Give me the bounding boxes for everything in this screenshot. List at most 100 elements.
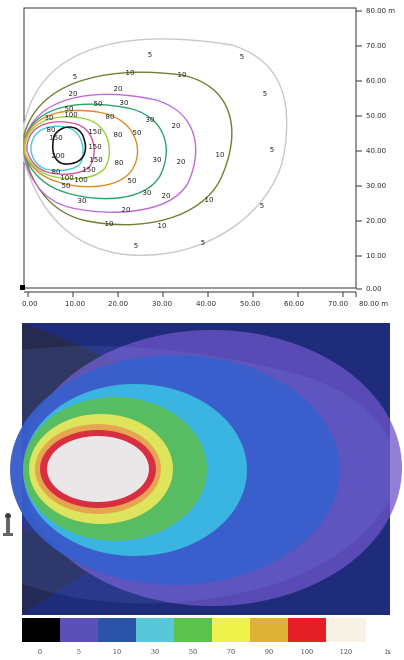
- contour-label-80-b: 80: [106, 113, 115, 121]
- x-tick-60: 60.00: [284, 300, 304, 308]
- light-fixture-icon: [3, 513, 13, 536]
- contour-100-curve: [26, 121, 95, 175]
- x-axis-ticks: [27, 292, 357, 297]
- legend-swatch-90: [250, 618, 288, 642]
- legend-label-0: 0: [38, 648, 42, 656]
- contour-label-50-b: 50: [94, 100, 103, 108]
- contour-label-80-c: 80: [114, 131, 123, 139]
- contour-label-5-c: 5: [240, 53, 244, 61]
- contour-label-5-e: 5: [270, 146, 274, 154]
- contour-label-20-d: 20: [177, 158, 186, 166]
- contour-label-80-e: 80: [52, 168, 61, 176]
- top-contour-plot: 80.00 m 70.00 60.00 50.00 40.00 30.00 20…: [20, 7, 395, 308]
- contour-label-50-e: 50: [62, 182, 71, 190]
- contour-label-5-h: 5: [134, 242, 138, 250]
- x-tick-80: 80.00 m: [359, 300, 388, 308]
- contour-label-10-f: 10: [158, 222, 167, 230]
- legend-label-120: 120: [340, 648, 352, 656]
- heatmap-dark-left-bottom: [22, 528, 126, 615]
- y-tick-70: 70.00: [366, 42, 386, 50]
- contour-label-20-f: 20: [122, 206, 131, 214]
- y-tick-0: 0.00: [366, 285, 382, 293]
- legend-label-50: 50: [189, 648, 197, 656]
- y-tick-20: 20.00: [366, 217, 386, 225]
- contour-label-80-a: 80: [47, 126, 56, 134]
- contour-label-100-c: 100: [60, 174, 73, 182]
- contour-5-curve: [23, 38, 288, 256]
- legend-swatch-100: [288, 618, 326, 642]
- legend-label-100: 100: [301, 648, 313, 656]
- contour-label-20-e: 20: [162, 192, 171, 200]
- contour-10-curve: [23, 71, 233, 226]
- contour-label-30-b: 30: [120, 99, 129, 107]
- legend-unit-label: lx: [385, 648, 391, 656]
- y-tick-10: 10.00: [366, 252, 386, 260]
- y-tick-30: 30.00: [366, 182, 386, 190]
- x-tick-40: 40.00: [196, 300, 216, 308]
- contour-label-200: 200: [51, 152, 64, 160]
- heatmap-light-blue-wash: [22, 345, 390, 604]
- legend-label-90: 90: [265, 648, 273, 656]
- x-tick-10: 10.00: [65, 300, 85, 308]
- contour-label-10-e: 10: [105, 220, 114, 228]
- contour-30-curve: [23, 103, 167, 200]
- contour-label-20-a: 20: [69, 90, 78, 98]
- contour-label-150-c: 150: [88, 143, 101, 151]
- contour-label-30-c: 30: [146, 116, 155, 124]
- legend-label-10: 10: [113, 648, 121, 656]
- contour-label-150-b: 150: [88, 128, 101, 136]
- contour-80-curve: [24, 116, 111, 180]
- contour-label-50-a: 50: [65, 105, 74, 113]
- contour-label-150-d: 150: [89, 156, 102, 164]
- legend-swatch-50: [174, 618, 212, 642]
- contour-label-50-c: 50: [133, 129, 142, 137]
- contour-label-10-d: 10: [205, 196, 214, 204]
- plot-area: [23, 7, 357, 289]
- contour-label-10-c: 10: [216, 151, 225, 159]
- y-axis-ticks: [356, 10, 362, 290]
- contour-label-150-e: 150: [82, 166, 95, 174]
- x-tick-20: 20.00: [108, 300, 128, 308]
- y-tick-60: 60.00: [366, 77, 386, 85]
- contour-label-100-b: 100: [74, 176, 87, 184]
- contour-200-curve: [52, 126, 87, 165]
- legend-swatch-5: [60, 618, 98, 642]
- contour-label-5-g: 5: [201, 239, 205, 247]
- x-tick-30: 30.00: [152, 300, 172, 308]
- contour-label-30-e: 30: [143, 189, 152, 197]
- contour-label-30-d: 30: [153, 156, 162, 164]
- contour-label-30-f: 30: [78, 197, 87, 205]
- legend-label-5: 5: [77, 648, 81, 656]
- x-tick-70: 70.00: [328, 300, 348, 308]
- contour-label-5-f: 5: [260, 202, 264, 210]
- legend-swatch-10: [98, 618, 136, 642]
- contour-label-10-b: 10: [178, 71, 187, 79]
- contour-label-20-c: 20: [172, 122, 181, 130]
- contour-150-curve: [30, 125, 84, 172]
- illuminance-heatmap: [10, 323, 402, 615]
- x-tick-50: 50.00: [240, 300, 260, 308]
- origin-marker: [20, 285, 25, 290]
- legend-label-30: 30: [151, 648, 159, 656]
- legend-swatch-120: [326, 618, 366, 642]
- contour-20-curve: [23, 93, 197, 213]
- x-tick-0: 0.00: [22, 300, 38, 308]
- contour-label-20-b: 20: [114, 85, 123, 93]
- contour-label-50-d: 50: [128, 177, 137, 185]
- legend-swatch-30: [136, 618, 174, 642]
- contour-label-30-a: 30: [45, 114, 54, 122]
- contour-label-100-a: 100: [64, 111, 77, 119]
- heatmap-white-core: [47, 436, 149, 502]
- contour-50-curve: [23, 109, 139, 188]
- y-tick-80: 80.00 m: [366, 7, 395, 15]
- contour-label-10-a: 10: [126, 69, 135, 77]
- contour-labels: 5 5 5 5 5 5 5 5 10 10 10 10 10 10 20 20 …: [45, 51, 275, 250]
- contour-label-5-a: 5: [73, 73, 77, 81]
- contour-label-150-a: 150: [49, 134, 62, 142]
- y-tick-50: 50.00: [366, 112, 386, 120]
- contour-label-5-b: 5: [148, 51, 152, 59]
- legend-swatch-70: [212, 618, 250, 642]
- y-tick-40: 40.00: [366, 147, 386, 155]
- contour-label-80-d: 80: [115, 159, 124, 167]
